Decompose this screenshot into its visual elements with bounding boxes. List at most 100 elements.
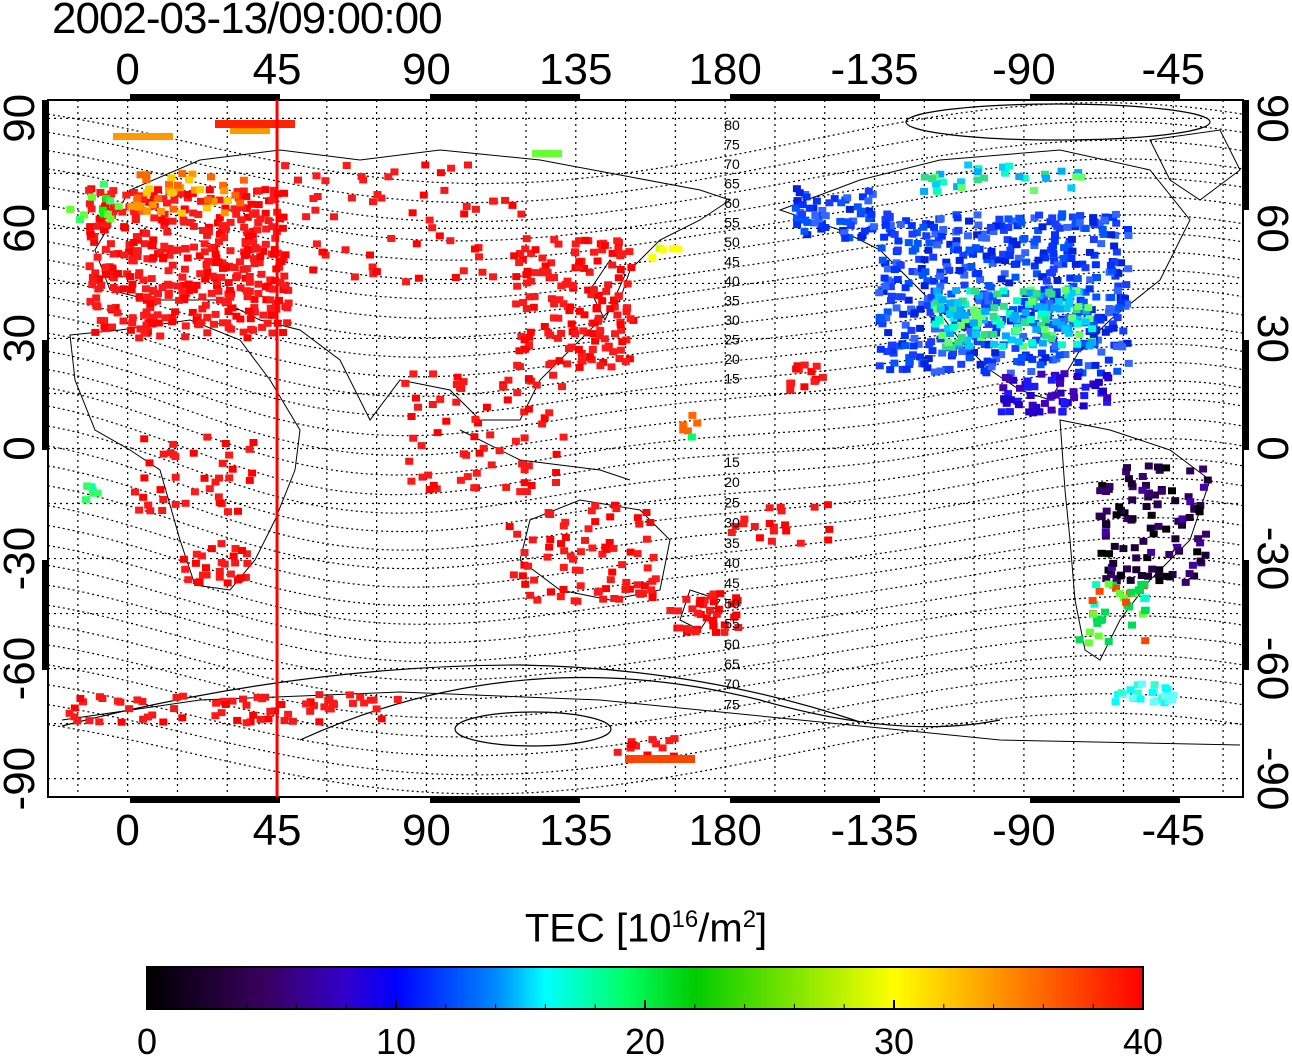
tec-cell: [263, 319, 272, 327]
tec-cell: [250, 295, 259, 303]
tec-cell: [1060, 244, 1069, 252]
tec-cell: [1098, 225, 1107, 233]
tec-cell: [1196, 539, 1205, 547]
tec-cell: [931, 230, 940, 238]
tec-cell: [575, 258, 584, 266]
tec-cell: [1055, 351, 1064, 359]
tec-cell: [1084, 639, 1093, 647]
tec-cell: [792, 365, 801, 373]
tec-cell: [791, 204, 800, 212]
tec-cell: [547, 259, 556, 267]
tec-cell: [178, 273, 187, 281]
tec-cell: [1104, 309, 1113, 316]
tec-cell: [266, 707, 275, 715]
tec-data-cells: [65, 120, 1212, 763]
tec-cell: [960, 281, 969, 289]
tec-cell: [938, 296, 947, 304]
tec-cell: [330, 213, 338, 221]
tec-cell: [1093, 619, 1102, 627]
tec-cell: [1117, 689, 1126, 696]
tec-cell: [220, 187, 229, 195]
tec-cell: [159, 496, 168, 503]
tec-cell: [550, 236, 559, 244]
tec-cell: [1062, 305, 1071, 312]
tec-cell: [625, 355, 634, 363]
tec-cell: [522, 305, 531, 313]
tec-cell: [284, 299, 293, 307]
tec-cell: [1052, 288, 1061, 296]
tec-cell: [720, 621, 729, 629]
tec-cell: [1123, 464, 1131, 472]
tec-cell: [135, 293, 144, 301]
tec-cell: [1038, 223, 1047, 231]
tec-cell: [858, 193, 867, 201]
tec-cell: [113, 133, 173, 140]
tec-cell: [900, 332, 909, 340]
tec-cell: [584, 286, 593, 294]
tec-cell: [929, 253, 938, 261]
tec-cell: [1106, 262, 1115, 269]
tec-cell: [961, 323, 970, 331]
tec-cell: [1112, 248, 1121, 256]
tec-cell: [226, 570, 235, 578]
tec-cell: [80, 211, 88, 219]
tec-cell: [525, 293, 534, 301]
tec-cell: [920, 282, 929, 290]
tec-cell: [532, 381, 541, 389]
tec-cell: [530, 269, 539, 277]
tec-cell: [520, 549, 529, 556]
tec-cell: [1020, 174, 1029, 182]
tec-cell: [901, 284, 910, 292]
tec-cell: [242, 550, 251, 558]
tec-cell: [811, 212, 820, 220]
tec-cell: [954, 338, 963, 346]
tec-cell: [1124, 226, 1132, 233]
tec-cell: [1140, 595, 1149, 603]
tec-cell: [283, 319, 292, 327]
tec-cell: [192, 550, 201, 558]
tec-cell: [890, 230, 899, 238]
tec-cell: [1038, 273, 1047, 281]
tec-cell: [475, 253, 483, 261]
tec-cell: [168, 318, 177, 326]
tec-cell: [547, 359, 556, 367]
tec-cell: [268, 285, 277, 293]
tec-cell: [616, 346, 625, 354]
tec-cell: [1002, 399, 1011, 407]
tec-cell: [220, 234, 229, 242]
tec-cell: [165, 251, 174, 259]
tec-cell: [146, 300, 155, 308]
tec-cell: [1081, 288, 1090, 296]
tec-cell: [990, 340, 999, 348]
tec-cell: [800, 361, 809, 369]
tec-cell: [925, 239, 934, 247]
tec-cell: [604, 281, 613, 289]
tec-cell: [1014, 338, 1023, 346]
tec-cell: [709, 598, 718, 606]
tec-cell: [716, 590, 725, 598]
tec-cell: [577, 350, 586, 357]
tec-cell: [920, 173, 929, 181]
tec-cell: [147, 242, 156, 250]
tec-cell: [1053, 261, 1062, 269]
tec-cell: [971, 244, 980, 252]
tec-cell: [580, 264, 589, 272]
tec-cell: [239, 187, 248, 195]
contour-label: 35: [724, 293, 740, 309]
tec-cell: [589, 330, 598, 338]
tec-cell: [916, 305, 925, 313]
tec-cell: [1110, 242, 1119, 250]
tec-cell: [1105, 550, 1113, 558]
tec-cell: [538, 420, 547, 428]
tec-cell: [1098, 616, 1107, 624]
tec-cell: [253, 226, 262, 234]
tec-cell: [576, 582, 585, 590]
tec-cell: [648, 577, 657, 585]
tec-cell: [447, 164, 456, 172]
tec-cell: [1034, 227, 1043, 234]
tec-cell: [471, 205, 480, 213]
tec-cell: [958, 297, 967, 305]
tec-cell: [225, 286, 234, 294]
tec-cell: [643, 564, 652, 572]
tec-cell: [997, 275, 1006, 283]
